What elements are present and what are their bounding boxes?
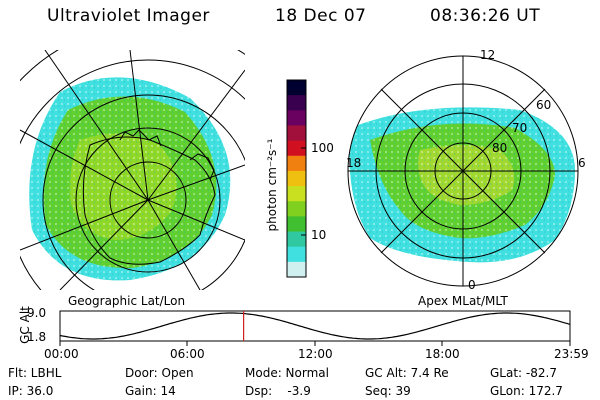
- alt-xtick: 12:00: [298, 347, 333, 361]
- ip-info: IP: 36.0: [8, 384, 54, 398]
- door-info: Door: Open: [125, 366, 194, 380]
- mlt-label-6: 6: [578, 156, 586, 170]
- seq-info: Seq: 39: [365, 384, 411, 398]
- apex-panel-label: Apex MLat/MLT: [418, 294, 508, 308]
- altitude-curve: [59, 312, 571, 340]
- colorbar-band: [287, 95, 306, 111]
- colorbar-unit-label: photon cm⁻²s⁻¹: [265, 138, 279, 232]
- colorbar-band: [287, 170, 306, 187]
- mlat-label-60: 60: [536, 98, 552, 112]
- dsp-info: Dsp: -3.9: [245, 384, 311, 398]
- colorbar-tick-10: 10: [311, 228, 327, 242]
- colorbar-band: [287, 216, 306, 233]
- colorbar-band: [287, 231, 306, 248]
- mlt-label-18: 18: [346, 156, 362, 170]
- geographic-image: [29, 77, 231, 281]
- time-label: 08:36:26 UT: [430, 6, 541, 26]
- date-label: 18 Dec 07: [275, 6, 367, 26]
- flt-info: Flt: LBHL: [8, 366, 62, 380]
- alt-ytick-1: 1.8: [27, 330, 47, 344]
- instrument-title: Ultraviolet Imager: [47, 6, 210, 26]
- colorbar-band: [287, 110, 306, 126]
- alt-ytick-9: 9.0: [27, 306, 47, 320]
- colorbar-band: [287, 201, 306, 217]
- mlt-label-12: 12: [480, 48, 496, 62]
- coastline: [82, 136, 216, 265]
- mlat-label-80: 80: [492, 141, 508, 155]
- mode-info: Mode: Normal: [245, 366, 329, 380]
- glat-info: GLat: -82.7: [490, 366, 557, 380]
- gain-info: Gain: 14: [125, 384, 176, 398]
- gcalt-info: GC Alt: 7.4 Re: [365, 366, 449, 380]
- mlt-label-0: 0: [468, 278, 476, 292]
- mlat-label-70: 70: [512, 121, 528, 135]
- colorbar-tick-100: 100: [311, 141, 334, 155]
- colorbar-band: [287, 246, 306, 263]
- colorbar-band: [287, 261, 306, 278]
- apex-image: [349, 107, 575, 263]
- colorbar-band: [287, 80, 306, 96]
- alt-xtick: 06:00: [170, 347, 205, 361]
- alt-xtick: 00:00: [44, 347, 79, 361]
- geo-panel-label: Geographic Lat/Lon: [68, 294, 186, 308]
- altitude-plot: [59, 310, 571, 346]
- alt-xtick: 23:59: [554, 347, 589, 361]
- colorbar: [287, 80, 306, 278]
- glon-info: GLon: 172.7: [490, 384, 563, 398]
- colorbar-band: [287, 140, 306, 157]
- colorbar-band: [287, 125, 306, 142]
- geo-grid: [20, 50, 245, 290]
- colorbar-band: [287, 155, 306, 172]
- alt-xtick: 18:00: [425, 347, 460, 361]
- apex-grid: [347, 55, 579, 287]
- colorbar-band: [287, 186, 306, 202]
